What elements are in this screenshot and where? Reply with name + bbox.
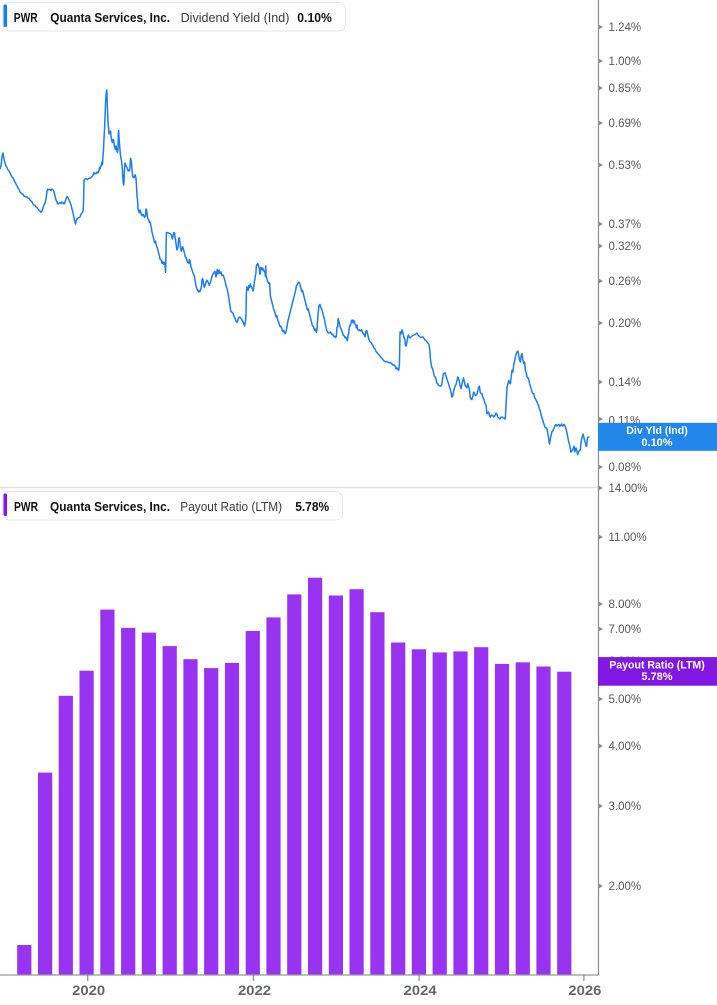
svg-text:2026: 2026 [568,982,601,998]
svg-text:PWR: PWR [14,499,38,514]
svg-text:5.78%: 5.78% [641,671,672,683]
svg-text:14.00%: 14.00% [609,483,648,495]
svg-text:2020: 2020 [72,982,105,998]
svg-text:4.00%: 4.00% [609,741,642,753]
svg-text:0.10%: 0.10% [641,437,672,449]
svg-text:PWR: PWR [14,10,38,25]
svg-text:2.00%: 2.00% [609,881,642,893]
svg-text:11.00%: 11.00% [609,532,647,544]
svg-text:0.69%: 0.69% [609,118,642,130]
svg-text:0.20%: 0.20% [609,318,642,330]
svg-text:2024: 2024 [404,982,437,998]
svg-text:0.37%: 0.37% [609,219,642,231]
svg-text:0.26%: 0.26% [609,276,642,288]
svg-text:8.00%: 8.00% [609,599,642,611]
svg-text:Payout Ratio (LTM): Payout Ratio (LTM) [180,499,282,514]
svg-text:0.85%: 0.85% [609,83,642,95]
svg-text:Div Yld (Ind): Div Yld (Ind) [626,425,688,437]
svg-text:0.14%: 0.14% [609,377,642,389]
svg-text:7.00%: 7.00% [609,624,642,636]
svg-text:0.08%: 0.08% [609,462,642,474]
svg-text:Dividend Yield (Ind): Dividend Yield (Ind) [181,10,290,25]
svg-text:5.78%: 5.78% [295,499,329,514]
svg-text:0.10%: 0.10% [297,10,332,25]
svg-text:Quanta Services, Inc.: Quanta Services, Inc. [50,10,170,25]
svg-text:3.00%: 3.00% [609,801,642,813]
svg-text:Quanta Services, Inc.: Quanta Services, Inc. [50,499,170,514]
svg-text:0.32%: 0.32% [609,241,642,253]
svg-text:Payout Ratio (LTM): Payout Ratio (LTM) [609,659,705,671]
svg-text:2022: 2022 [238,982,271,998]
svg-text:1.24%: 1.24% [609,22,642,34]
svg-text:0.53%: 0.53% [609,160,642,172]
svg-text:5.00%: 5.00% [609,694,642,706]
svg-text:1.00%: 1.00% [609,56,642,68]
